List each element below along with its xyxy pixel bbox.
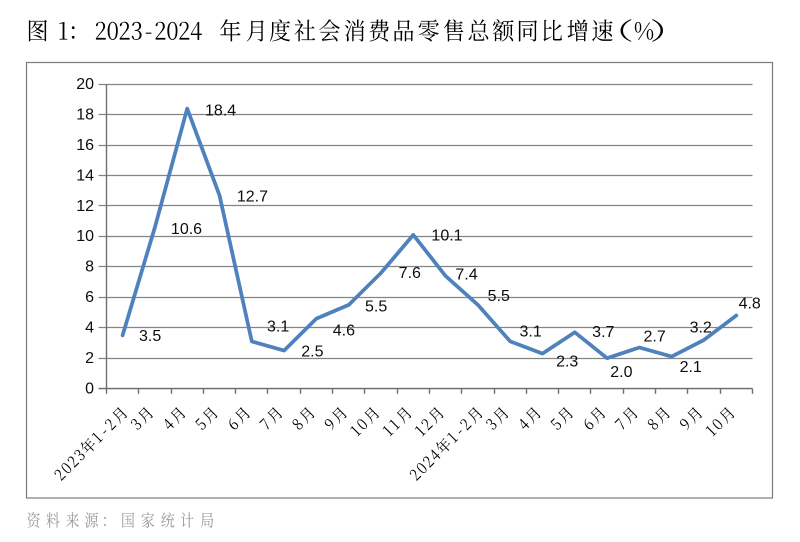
svg-text:2.5: 2.5 xyxy=(301,344,323,361)
svg-text:5.5: 5.5 xyxy=(488,288,510,305)
svg-text:7.4: 7.4 xyxy=(455,267,477,284)
svg-text:3.1: 3.1 xyxy=(267,319,289,336)
svg-text:10.1: 10.1 xyxy=(431,228,462,245)
svg-text:10.6: 10.6 xyxy=(171,221,202,238)
svg-text:8: 8 xyxy=(85,259,94,276)
svg-text:18: 18 xyxy=(76,106,94,123)
svg-text:5.5: 5.5 xyxy=(365,299,387,316)
svg-text:3.5: 3.5 xyxy=(139,328,161,345)
svg-text:6: 6 xyxy=(85,289,94,306)
svg-text:18.4: 18.4 xyxy=(205,102,236,119)
svg-text:4.8: 4.8 xyxy=(739,296,761,313)
svg-text:3.7: 3.7 xyxy=(592,324,614,341)
svg-text:12: 12 xyxy=(76,198,94,215)
svg-text:20: 20 xyxy=(76,76,94,93)
svg-text:2.1: 2.1 xyxy=(680,359,702,376)
svg-text:4.6: 4.6 xyxy=(333,322,355,339)
svg-text:7.6: 7.6 xyxy=(399,265,421,282)
svg-text:16: 16 xyxy=(76,137,94,154)
svg-text:12.7: 12.7 xyxy=(237,188,268,205)
svg-text:3.2: 3.2 xyxy=(690,319,712,336)
svg-text:2: 2 xyxy=(85,350,94,367)
svg-text:2.3: 2.3 xyxy=(556,354,578,371)
svg-text:4: 4 xyxy=(85,320,94,337)
svg-text:0: 0 xyxy=(85,380,94,397)
svg-text:14: 14 xyxy=(76,167,94,184)
svg-text:2.7: 2.7 xyxy=(643,328,665,345)
svg-text:2.0: 2.0 xyxy=(610,364,632,381)
svg-text:10: 10 xyxy=(76,228,94,245)
svg-text:3.1: 3.1 xyxy=(519,324,541,341)
